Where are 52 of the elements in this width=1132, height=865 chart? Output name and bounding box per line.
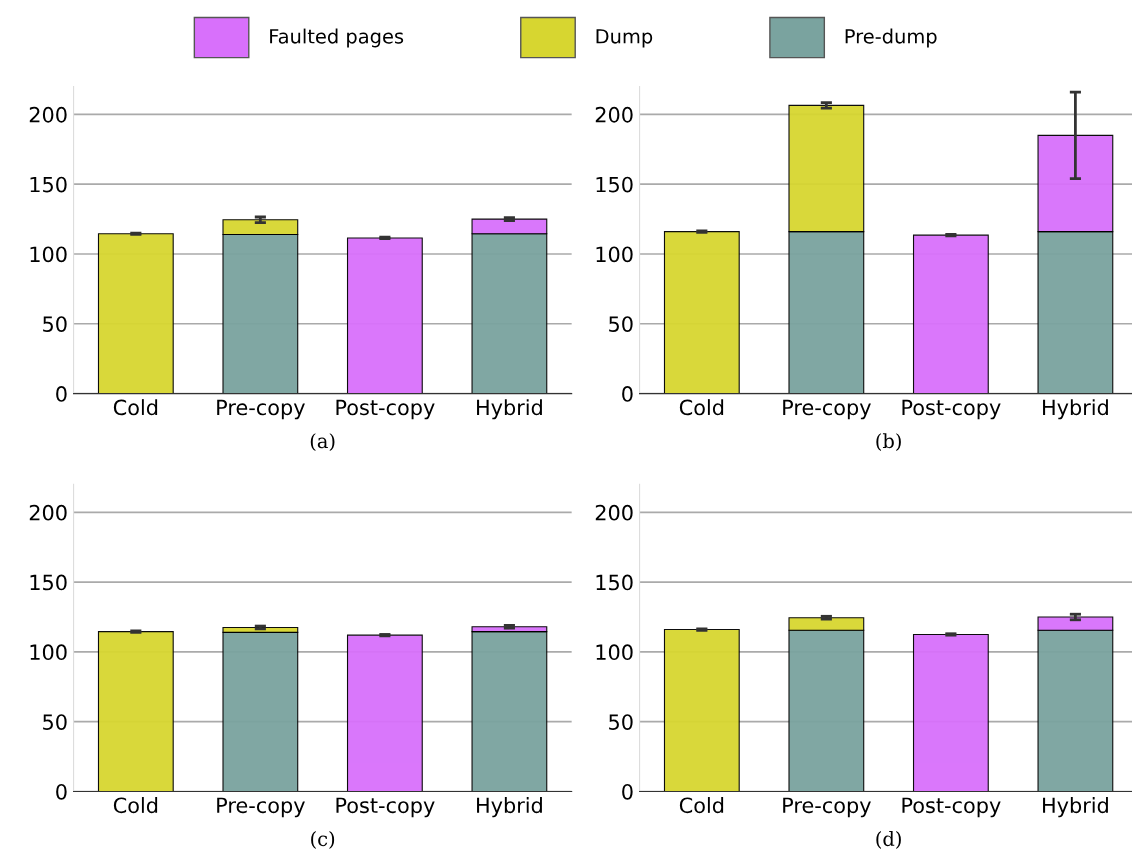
bar	[97, 233, 174, 394]
y-tick-label: 200	[595, 504, 633, 521]
x-axis-title: (a)	[310, 433, 335, 451]
y-tick-label: 0	[56, 783, 67, 800]
bar	[912, 633, 989, 792]
y-tick-label: 200	[29, 504, 67, 521]
y-tick-label: 0	[622, 783, 633, 800]
legend-label: Pre-dump	[845, 28, 937, 48]
x-tick-label: Hybrid	[477, 797, 542, 818]
x-axis-title: (b)	[876, 433, 901, 451]
y-tick-label: 0	[56, 386, 67, 402]
y-tick-label: 200	[29, 106, 67, 123]
x-tick-label: Post-copy	[902, 399, 1001, 420]
legend-label: Faulted pages	[270, 28, 404, 48]
x-axis-title: (d)	[876, 831, 901, 849]
bar	[346, 237, 423, 394]
y-tick-label: 0	[622, 386, 633, 402]
y-tick-label: 50	[43, 714, 67, 730]
x-tick-label: Hybrid	[477, 399, 542, 420]
bar	[663, 629, 740, 792]
x-tick-label: Pre-copy	[217, 797, 305, 818]
y-tick-label: 150	[30, 176, 67, 193]
y-tick-label: 100	[596, 246, 633, 263]
x-tick-label: Hybrid	[1043, 797, 1108, 818]
legend-label: Dump	[596, 29, 653, 48]
x-tick-label: Pre-copy	[217, 399, 305, 420]
y-tick-label: 150	[596, 574, 633, 591]
x-tick-label: Cold	[679, 797, 724, 814]
y-tick-label: 150	[30, 574, 67, 591]
x-tick-label: Pre-copy	[783, 399, 871, 420]
y-tick-label: 50	[609, 714, 633, 730]
x-tick-label: Cold	[113, 797, 158, 814]
x-tick-label: Post-copy	[336, 797, 435, 818]
y-tick-label: 100	[596, 644, 633, 661]
bar	[346, 634, 423, 792]
x-tick-label: Hybrid	[1043, 399, 1108, 420]
y-tick-label: 200	[595, 106, 633, 123]
x-tick-label: Cold	[113, 399, 158, 416]
bar	[912, 234, 989, 394]
x-tick-label: Pre-copy	[783, 797, 871, 818]
bar	[97, 631, 174, 792]
x-axis-title: (c)	[311, 831, 335, 849]
x-tick-label: Post-copy	[902, 797, 1001, 818]
y-tick-label: 50	[609, 316, 633, 332]
y-tick-label: 50	[43, 316, 67, 332]
y-tick-label: 150	[596, 176, 633, 193]
x-tick-label: Cold	[679, 399, 724, 416]
y-tick-label: 100	[30, 644, 67, 661]
y-tick-label: 100	[30, 246, 67, 263]
x-tick-label: Post-copy	[336, 399, 435, 420]
bar	[663, 231, 740, 394]
bar	[222, 631, 299, 792]
